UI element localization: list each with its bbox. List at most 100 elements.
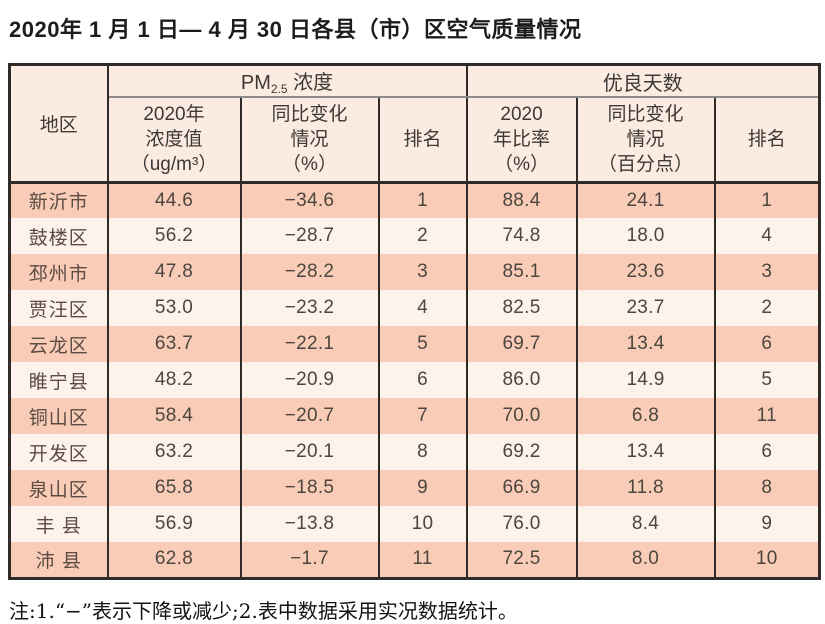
header-gd-rate: 2020 年比率 （%） [465, 97, 578, 182]
cell-gd-rank: 3 [713, 254, 821, 290]
cell-pm-value: 48.2 [106, 362, 242, 398]
cell-region: 沛 县 [8, 542, 109, 578]
cell-region: 新沂市 [8, 182, 109, 218]
table-body: 新沂市 44.6 −34.6 1 88.4 24.1 1 鼓楼区 56.2 −28.7 2 74.8 1… [8, 182, 821, 578]
pm25-label-subscript: 2.5 [270, 82, 288, 96]
cell-pm-value: 56.9 [106, 506, 242, 542]
cell-gd-change: 23.6 [575, 254, 716, 290]
header-gd-change: 同比变化 情况 （百分点） [575, 97, 716, 182]
cell-pm-rank: 8 [377, 434, 468, 470]
cell-region: 邳州市 [8, 254, 109, 290]
header-gd-change-line1: 同比变化 [607, 103, 684, 125]
header-pm-value: 2020年 浓度值 （ug/m³） [106, 97, 242, 182]
footnote: 注:1.“−”表示下降或减少;2.表中数据采用实况数据统计。 [9, 598, 518, 623]
cell-gd-rank: 6 [713, 326, 821, 362]
page-title: 2020年 1 月 1 日— 4 月 30 日各县（市）区空气质量情况 [9, 17, 582, 42]
table-row: 铜山区 58.4 −20.7 7 70.0 6.8 11 [8, 398, 821, 434]
cell-gd-change: 24.1 [575, 182, 716, 218]
cell-gd-change: 8.0 [575, 542, 716, 578]
cell-gd-change: 8.4 [575, 506, 716, 542]
table-row: 开发区 63.2 −20.1 8 69.2 13.4 6 [8, 434, 821, 470]
cell-gd-rank: 2 [713, 290, 821, 326]
cell-gd-rate: 69.2 [465, 434, 578, 470]
cell-pm-change: −18.5 [239, 470, 380, 506]
cell-gd-change: 13.4 [575, 434, 716, 470]
cell-gd-rate: 82.5 [465, 290, 578, 326]
cell-gd-rank: 9 [713, 506, 821, 542]
cell-gd-rank: 11 [713, 398, 821, 434]
table-row: 邳州市 47.8 −28.2 3 85.1 23.6 3 [8, 254, 821, 290]
cell-pm-rank: 6 [377, 362, 468, 398]
pm25-label-prefix: PM [240, 72, 271, 94]
table-row: 贾汪区 53.0 −23.2 4 82.5 23.7 2 [8, 290, 821, 326]
cell-pm-change: −20.7 [239, 398, 380, 434]
header-gd-change-line2: 情况 [626, 128, 665, 150]
cell-pm-value: 56.2 [106, 218, 242, 254]
cell-gd-rank: 1 [713, 182, 821, 218]
cell-gd-rate: 88.4 [465, 182, 578, 218]
header-pm-change: 同比变化 情况 （%） [239, 97, 380, 182]
cell-gd-rank: 10 [713, 542, 821, 578]
table-row: 泉山区 65.8 −18.5 9 66.9 11.8 8 [8, 470, 821, 506]
cell-region: 丰 县 [8, 506, 109, 542]
cell-region: 鼓楼区 [8, 218, 109, 254]
cell-region: 贾汪区 [8, 290, 109, 326]
cell-pm-rank: 11 [377, 542, 468, 578]
cell-pm-change: −1.7 [239, 542, 380, 578]
cell-pm-change: −23.2 [239, 290, 380, 326]
header-sub-row: 2020年 浓度值 （ug/m³） 同比变化 情况 （%） 排名 2020 年比… [10, 97, 821, 182]
table-header: 地区 PM2.5 浓度 优良天数 2020年 浓度值 （ug/m³） 同比变化 … [8, 64, 821, 182]
cell-gd-rate: 85.1 [465, 254, 578, 290]
header-region: 地区 [8, 64, 109, 182]
cell-region: 云龙区 [8, 326, 109, 362]
cell-pm-change: −20.1 [239, 434, 380, 470]
cell-gd-rate: 66.9 [465, 470, 578, 506]
cell-gd-rate: 69.7 [465, 326, 578, 362]
cell-gd-rank: 4 [713, 218, 821, 254]
cell-pm-change: −28.7 [239, 218, 380, 254]
cell-gd-rank: 5 [713, 362, 821, 398]
cell-pm-rank: 5 [377, 326, 468, 362]
table-row: 睢宁县 48.2 −20.9 6 86.0 14.9 5 [8, 362, 821, 398]
header-pm-change-line2: 情况 [290, 128, 329, 150]
air-quality-table: 地区 PM2.5 浓度 优良天数 2020年 浓度值 （ug/m³） 同比变化 … [8, 63, 822, 580]
cell-pm-rank: 4 [377, 290, 468, 326]
table-row: 丰 县 56.9 −13.8 10 76.0 8.4 9 [8, 506, 821, 542]
cell-region: 睢宁县 [8, 362, 109, 398]
table-row: 云龙区 63.7 −22.1 5 69.7 13.4 6 [8, 326, 821, 362]
cell-pm-change: −28.2 [239, 254, 380, 290]
cell-gd-change: 11.8 [575, 470, 716, 506]
cell-pm-value: 44.6 [106, 182, 242, 218]
table-row: 鼓楼区 56.2 −28.7 2 74.8 18.0 4 [8, 218, 821, 254]
header-pm-value-line3: （ug/m³） [130, 153, 218, 175]
header-group-row: 地区 PM2.5 浓度 优良天数 [8, 64, 821, 182]
cell-pm-value: 63.7 [106, 326, 242, 362]
cell-pm-rank: 10 [377, 506, 468, 542]
cell-pm-rank: 3 [377, 254, 468, 290]
cell-region: 铜山区 [8, 398, 109, 434]
cell-gd-change: 6.8 [575, 398, 716, 434]
header-pm-change-line1: 同比变化 [271, 103, 348, 125]
cell-gd-change: 14.9 [575, 362, 716, 398]
cell-pm-change: −13.8 [239, 506, 380, 542]
header-gd-rate-line2: 年比率 [493, 128, 551, 150]
cell-pm-value: 62.8 [106, 542, 242, 578]
header-pm-value-line1: 2020年 [143, 103, 205, 125]
cell-pm-change: −22.1 [239, 326, 380, 362]
table-row: 新沂市 44.6 −34.6 1 88.4 24.1 1 [8, 182, 821, 218]
header-gd-rank: 排名 [713, 97, 821, 182]
cell-pm-value: 63.2 [106, 434, 242, 470]
cell-gd-rate: 76.0 [465, 506, 578, 542]
cell-pm-change: −34.6 [239, 182, 380, 218]
cell-pm-rank: 7 [377, 398, 468, 434]
header-gd-change-line3: （百分点） [598, 153, 694, 175]
cell-gd-rate: 72.5 [465, 542, 578, 578]
cell-pm-value: 47.8 [106, 254, 242, 290]
cell-gd-rank: 6 [713, 434, 821, 470]
header-pm-value-line2: 浓度值 [145, 128, 203, 150]
cell-gd-change: 13.4 [575, 326, 716, 362]
header-group-good-days: 优良天数 [465, 64, 821, 98]
cell-pm-rank: 1 [377, 182, 468, 218]
cell-gd-rank: 8 [713, 470, 821, 506]
